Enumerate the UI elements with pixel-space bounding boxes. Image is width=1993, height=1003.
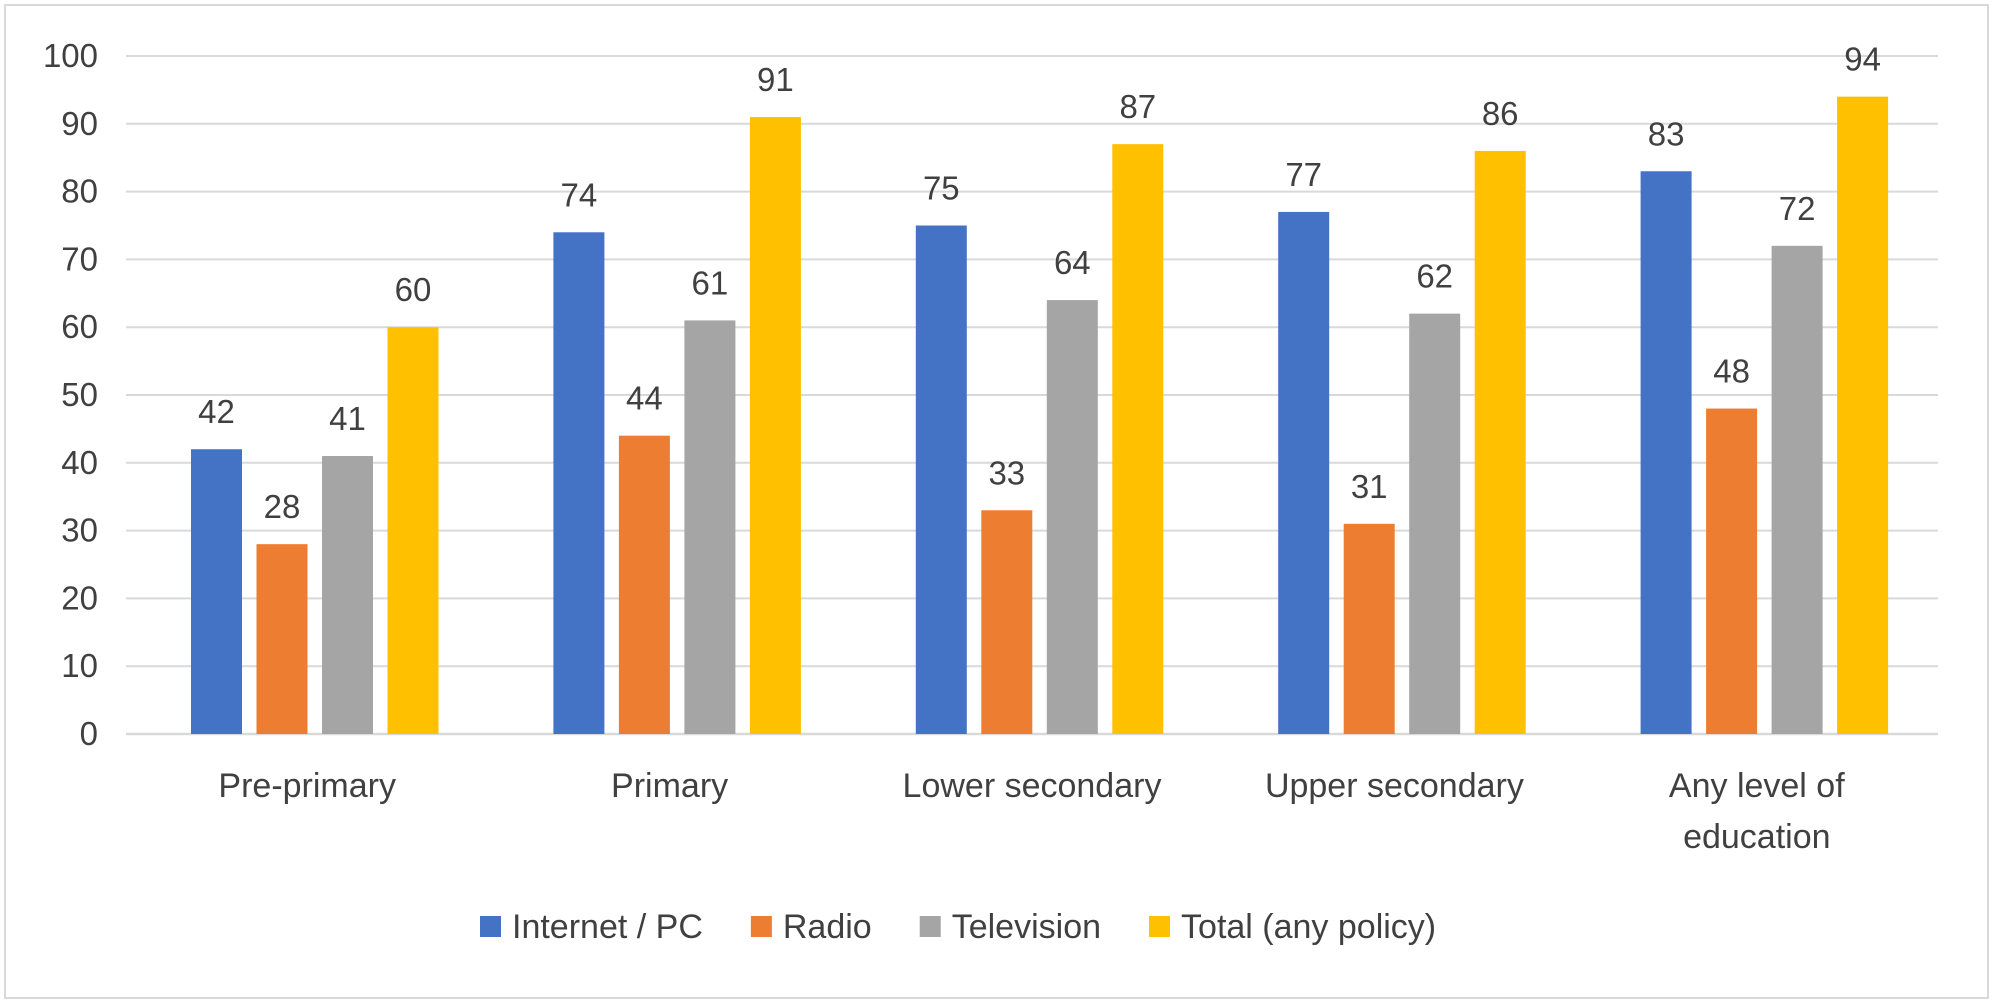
data-label-2-0: 41	[329, 400, 366, 437]
bar-2-3	[1409, 313, 1461, 734]
category-label-1-0: Primary	[611, 767, 728, 805]
y-tick-label-80: 80	[61, 173, 98, 210]
data-label-1-4: 48	[1713, 353, 1750, 390]
data-label-2-1: 61	[692, 264, 729, 301]
bar-0-4	[1640, 171, 1692, 734]
bar-3-1	[749, 117, 801, 734]
data-label-2-3: 62	[1416, 258, 1453, 295]
bar-2-1	[684, 320, 736, 734]
bar-3-0	[387, 327, 439, 734]
data-label-3-3: 86	[1482, 95, 1519, 132]
data-label-3-0: 60	[395, 271, 432, 308]
legend-label-3: Total (any policy)	[1181, 908, 1436, 946]
category-label-4-1: education	[1683, 818, 1830, 856]
data-label-3-2: 87	[1119, 88, 1156, 125]
data-label-0-3: 77	[1285, 156, 1322, 193]
bar-1-2	[981, 510, 1033, 734]
bar-0-1	[553, 232, 605, 734]
bar-0-3	[1278, 211, 1330, 734]
bar-1-0	[256, 544, 308, 734]
legend-swatch-0	[480, 916, 501, 937]
y-tick-label-90: 90	[61, 105, 98, 142]
bar-1-1	[618, 435, 670, 734]
bar-0-2	[915, 225, 967, 734]
category-label-0-0: Pre-primary	[218, 767, 396, 805]
data-label-1-0: 28	[264, 488, 301, 525]
bar-2-2	[1046, 300, 1098, 734]
legend-label-2: Television	[952, 908, 1101, 946]
data-label-0-2: 75	[923, 170, 960, 207]
y-tick-label-60: 60	[61, 308, 98, 345]
y-tick-label-30: 30	[61, 512, 98, 549]
bar-1-3	[1343, 523, 1395, 734]
y-tick-label-40: 40	[61, 444, 98, 481]
data-label-1-2: 33	[988, 454, 1025, 491]
bar-3-3	[1474, 150, 1526, 735]
y-tick-label-50: 50	[61, 376, 98, 413]
data-label-3-4: 94	[1844, 41, 1881, 78]
data-label-0-4: 83	[1648, 115, 1685, 152]
bar-3-2	[1112, 144, 1164, 734]
category-label-4-0: Any level of	[1669, 767, 1845, 805]
legend-label-0: Internet / PC	[512, 908, 703, 946]
legend-swatch-2	[919, 916, 941, 937]
y-tick-label-20: 20	[61, 579, 98, 616]
legend-swatch-1	[750, 916, 772, 937]
legend-label-1: Radio	[783, 908, 872, 946]
category-label-3-0: Upper secondary	[1265, 767, 1524, 805]
data-label-2-4: 72	[1779, 190, 1816, 227]
data-label-0-1: 74	[561, 176, 598, 213]
bar-3-4	[1837, 96, 1889, 735]
data-label-0-0: 42	[198, 393, 235, 430]
data-label-1-1: 44	[626, 380, 663, 417]
legend-swatch-3	[1149, 916, 1171, 937]
y-tick-label-10: 10	[61, 647, 98, 684]
y-tick-label-70: 70	[61, 240, 98, 277]
category-label-2-0: Lower secondary	[903, 767, 1162, 805]
data-label-3-1: 91	[757, 61, 794, 98]
y-tick-label-0: 0	[80, 715, 98, 752]
data-label-2-2: 64	[1054, 244, 1091, 281]
bar-2-4	[1771, 245, 1823, 734]
bar-2-0	[322, 456, 373, 734]
bar-0-0	[191, 449, 242, 734]
data-label-1-3: 31	[1351, 468, 1388, 505]
bar-1-4	[1706, 408, 1758, 734]
y-tick-label-100: 100	[43, 37, 98, 74]
